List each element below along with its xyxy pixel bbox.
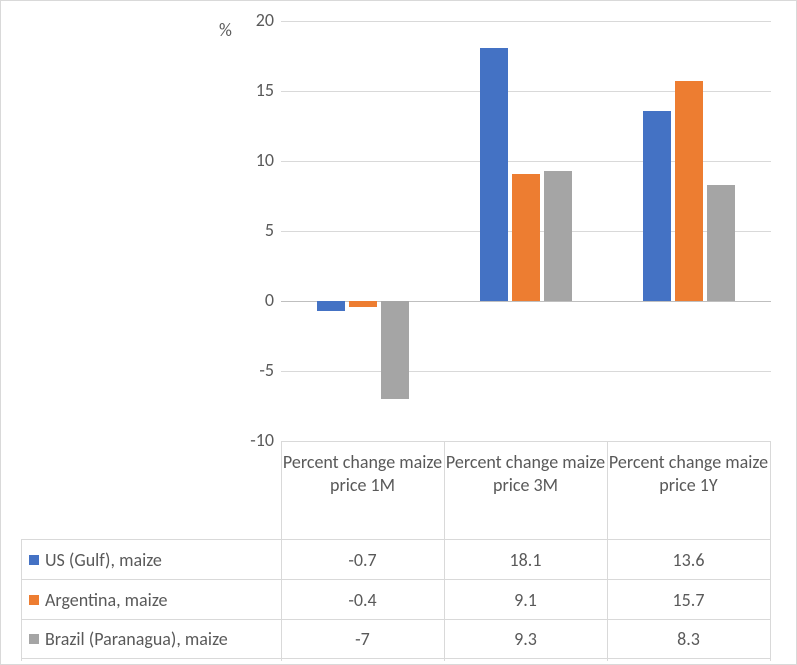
legend-label: Brazil (Paranagua), maize	[45, 628, 228, 650]
table-cell: -0.7	[281, 549, 444, 571]
legend-marker-icon	[29, 634, 39, 644]
legend-entry-argentina: Argentina, maize	[21, 589, 281, 611]
y-tick-label: 20	[214, 9, 274, 31]
category-label: Percent change maize price 1M	[281, 451, 444, 496]
legend-label: Argentina, maize	[45, 589, 167, 611]
data-table: US (Gulf), maize -0.7 18.1 13.6 Argentin…	[21, 539, 771, 659]
legend-label: US (Gulf), maize	[45, 549, 162, 571]
bar	[512, 174, 540, 301]
legend-entry-us: US (Gulf), maize	[21, 549, 281, 571]
category-label: Percent change maize price 1Y	[607, 451, 770, 496]
table-cell: -7	[281, 628, 444, 650]
table-row: Argentina, maize -0.4 9.1 15.7	[21, 579, 771, 619]
table-cell: 8.3	[607, 628, 770, 650]
y-tick-label: 10	[214, 149, 274, 171]
gridline	[281, 371, 771, 372]
bar	[480, 48, 508, 301]
legend-marker-icon	[29, 555, 39, 565]
bar	[317, 301, 345, 311]
y-tick-label: 5	[214, 219, 274, 241]
bar	[707, 185, 735, 301]
table-cell: -0.4	[281, 589, 444, 611]
bar	[675, 81, 703, 301]
chart-container: % -10-505101520 Percent change maize pri…	[0, 0, 797, 665]
category-label: Percent change maize price 3M	[444, 451, 607, 496]
table-cell: 9.1	[444, 589, 607, 611]
bar	[643, 111, 671, 301]
gridline	[281, 441, 771, 442]
table-cell: 18.1	[444, 549, 607, 571]
bar	[544, 171, 572, 301]
bar	[381, 301, 409, 399]
table-cell: 13.6	[607, 549, 770, 571]
table-cell: 9.3	[444, 628, 607, 650]
y-tick-label: -5	[214, 359, 274, 381]
table-cell: 15.7	[607, 589, 770, 611]
bar	[349, 301, 377, 307]
y-tick-label: 15	[214, 79, 274, 101]
table-row: Brazil (Paranagua), maize -7 9.3 8.3	[21, 619, 771, 659]
y-tick-label: 0	[214, 289, 274, 311]
gridline	[281, 21, 771, 22]
legend-marker-icon	[29, 595, 39, 605]
y-tick-label: -10	[214, 429, 274, 451]
legend-entry-brazil: Brazil (Paranagua), maize	[21, 628, 281, 650]
table-row: US (Gulf), maize -0.7 18.1 13.6	[21, 539, 771, 579]
